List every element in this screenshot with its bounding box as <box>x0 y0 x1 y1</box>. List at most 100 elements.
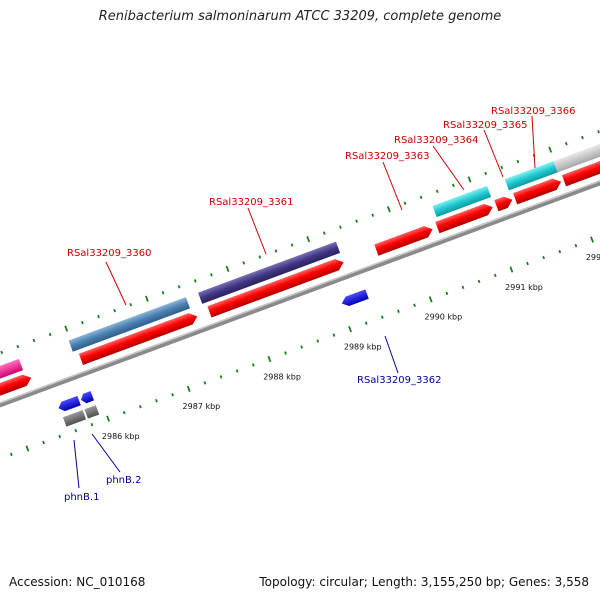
tick-mark <box>558 249 562 254</box>
tick-mark <box>161 291 165 295</box>
tick-mark <box>516 159 520 164</box>
tick-mark <box>81 320 84 325</box>
tick-mark <box>322 231 326 235</box>
tick-mark <box>403 201 407 205</box>
scale-label: 2991 kbp <box>505 283 543 292</box>
tick-mark <box>25 445 30 452</box>
tick-mark <box>242 261 246 265</box>
tick-mark <box>186 385 191 392</box>
tick-mark <box>574 243 578 248</box>
tick-mark <box>290 243 294 247</box>
label-rsal33209-3365: RSal33209_3365 <box>443 120 527 131</box>
phnb2-arrow <box>80 391 94 404</box>
label-rsal33209-3361: RSal33209_3361 <box>209 197 293 208</box>
rsal33209-3362-arrow <box>341 289 369 307</box>
tick-mark <box>477 279 481 284</box>
label-rsal33209-3360: RSal33209_3360 <box>67 248 151 259</box>
topology-summary-text: Topology: circular; Length: 3,155,250 bp… <box>259 575 589 589</box>
tick-mark <box>597 129 600 134</box>
tick-mark <box>74 428 78 433</box>
label-rsal33209-3363: RSal33209_3363 <box>345 151 429 162</box>
tick-mark <box>300 345 304 349</box>
tick-mark <box>235 369 239 373</box>
tick-mark <box>332 333 336 337</box>
tick-mark <box>122 410 126 415</box>
tick-mark <box>129 302 133 307</box>
scale-label: 2992 kbp <box>586 253 600 262</box>
tick-mark <box>58 434 62 439</box>
label-phnb1: phnB.1 <box>64 492 99 503</box>
cds-arrow <box>561 149 600 187</box>
tick-mark <box>32 338 36 343</box>
tick-mark <box>339 225 342 229</box>
tick-mark <box>500 165 504 170</box>
cds-arrow <box>494 196 513 212</box>
tick-mark <box>484 171 488 176</box>
tick-mark <box>210 273 213 277</box>
tick-mark <box>9 452 13 457</box>
tick-mark <box>145 295 149 302</box>
phnb1-gene-bar <box>62 409 87 427</box>
tick-mark <box>97 314 100 319</box>
tick-mark <box>397 309 400 313</box>
tick-mark <box>467 176 472 183</box>
plus-strand-genes <box>0 129 600 396</box>
tick-mark <box>509 266 514 273</box>
tick-mark <box>419 195 423 200</box>
scale-label: 2987 kbp <box>183 402 221 411</box>
tick-mark <box>452 183 455 188</box>
cds-arrow <box>435 203 493 234</box>
gene-bar-gray <box>553 129 600 173</box>
tick-mark <box>380 315 384 319</box>
tick-mark <box>413 303 416 308</box>
tick-mark <box>0 350 4 355</box>
scale-label: 2990 kbp <box>425 313 463 322</box>
scale-label: 2989 kbp <box>344 343 382 352</box>
tick-mark <box>461 285 465 290</box>
tick-mark <box>435 189 439 194</box>
label-rsal33209-3362: RSal33209_3362 <box>357 375 441 386</box>
tick-mark <box>267 355 272 363</box>
minus-gene-labels: RSal33209_3362 phnB.1 phnB.2 <box>64 335 441 503</box>
tick-mark <box>90 422 94 427</box>
label-rsal33209-3366: RSal33209_3366 <box>491 106 575 117</box>
gene-bar-pink <box>0 358 24 396</box>
cds-arrow <box>207 259 344 318</box>
upper-tick-row <box>0 129 600 355</box>
tick-mark <box>251 363 255 367</box>
tick-mark <box>48 332 52 337</box>
cds-arrow <box>513 178 562 205</box>
minus-strand-features <box>58 289 369 427</box>
scale-label: 2986 kbp <box>102 432 140 441</box>
plus-gene-labels: RSal33209_3360 RSal33209_3361 RSal33209_… <box>67 106 575 306</box>
tick-mark <box>225 265 230 273</box>
tick-mark <box>155 399 158 403</box>
tick-mark <box>564 141 568 146</box>
tick-mark <box>542 255 546 260</box>
tick-mark <box>16 344 20 349</box>
accession-text: Accession: NC_010168 <box>9 575 146 589</box>
lower-tick-row <box>9 236 594 457</box>
tick-mark <box>428 296 433 303</box>
tick-mark <box>64 325 69 332</box>
tick-mark <box>42 440 45 445</box>
tick-mark <box>445 291 449 296</box>
tick-mark <box>355 219 358 223</box>
tick-mark <box>106 415 110 422</box>
tick-mark <box>364 321 368 325</box>
tick-mark <box>590 236 594 243</box>
label-rsal33209-3364: RSal33209_3364 <box>394 135 478 146</box>
cds-arrow <box>374 226 433 256</box>
tick-mark <box>203 381 207 385</box>
tick-mark <box>219 375 223 379</box>
cds-arrow <box>0 374 32 411</box>
gene-bar-rsal33209-3364 <box>432 185 492 218</box>
tick-mark <box>171 393 174 397</box>
cds-arrow <box>78 313 198 366</box>
tick-mark <box>581 135 584 140</box>
phnb1-arrow <box>58 395 81 412</box>
scale-label: 2988 kbp <box>263 372 301 381</box>
tick-mark <box>113 308 116 313</box>
phnb2-gene-bar <box>84 405 100 419</box>
